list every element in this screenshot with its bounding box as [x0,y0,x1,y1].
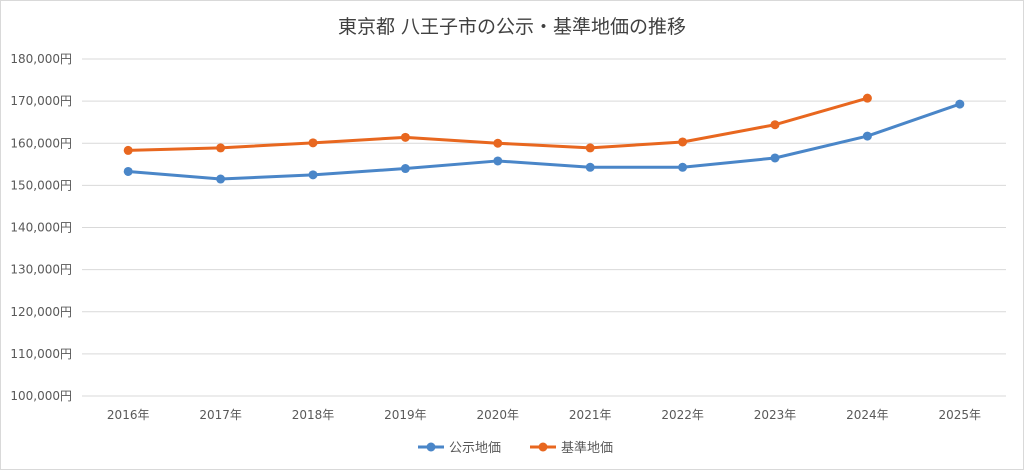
legend-item-1: 公示地価 [418,441,501,456]
data-point [493,138,503,148]
x-tick-label: 2018年 [292,408,335,422]
data-point [123,145,133,155]
gridlines [82,58,1006,397]
legend-item-2: 基準地価 [530,440,613,456]
legend: 公示地価 基準地価 [418,440,613,456]
series-1 [123,99,965,184]
y-tick-label: 130,000円 [10,263,72,277]
x-tick-label: 2025年 [939,408,982,422]
legend-marker [426,442,436,452]
data-point [770,153,780,163]
data-point [400,132,410,142]
y-tick-label: 120,000円 [10,305,72,319]
series-lines [123,93,965,184]
data-point [862,93,872,103]
chart-title: 東京都 八王子市の公示・基準地価の推移 [338,16,686,38]
data-point [308,138,318,148]
x-tick-label: 2021年 [569,408,612,422]
data-point [862,131,872,141]
x-tick-label: 2022年 [661,408,704,422]
y-tick-label: 100,000円 [10,389,72,403]
y-tick-label: 170,000円 [10,94,72,108]
data-point [678,137,688,147]
data-point [216,174,226,184]
data-point [400,164,410,174]
x-tick-label: 2020年 [477,408,520,422]
series-2 [123,93,872,155]
x-tick-label: 2024年 [846,408,889,422]
data-point [308,170,318,180]
legend-marker [538,442,548,452]
data-point [585,143,595,153]
data-point [678,162,688,172]
y-axis-ticks: 100,000円 110,000円 120,000円 130,000円 140,000円… [10,52,72,403]
y-tick-label: 110,000円 [10,347,72,361]
data-point [493,156,503,166]
y-tick-label: 140,000円 [10,221,72,235]
x-tick-label: 2019年 [384,408,427,422]
data-point [955,99,965,109]
legend-label: 公示地価 [449,441,501,456]
data-point [770,120,780,130]
x-tick-label: 2017年 [199,408,242,422]
x-tick-label: 2023年 [754,408,797,422]
data-point [585,162,595,172]
data-point [216,143,226,153]
data-point [123,166,133,176]
x-axis-ticks: 2016年 2017年 2018年 2019年 2020年 2021年 2022年 2023年… [107,408,981,422]
series-line [126,102,962,181]
y-tick-label: 150,000円 [10,178,72,192]
x-tick-label: 2016年 [107,408,150,422]
legend-label: 基準地価 [561,440,613,456]
y-tick-label: 160,000円 [10,136,72,150]
y-tick-label: 180,000円 [10,52,72,66]
